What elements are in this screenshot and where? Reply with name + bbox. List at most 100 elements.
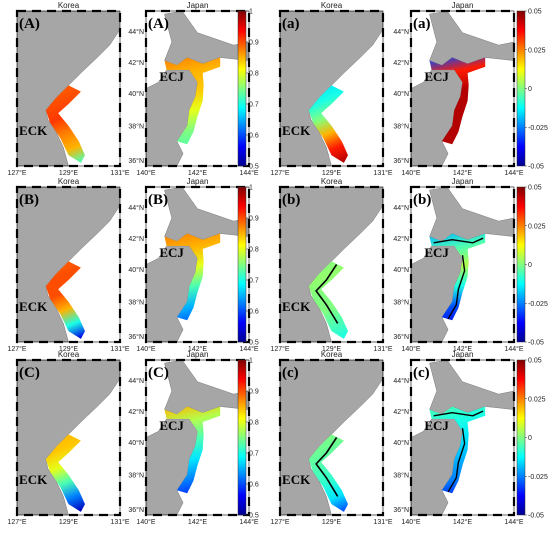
zero-contour xyxy=(315,437,339,497)
colorbar-similarity: 1 0.9 0.8 0.7 0.6 0.5 xyxy=(237,358,259,520)
colorbar-strip xyxy=(516,186,526,343)
colorbar-tick-label: 0.6 xyxy=(249,309,259,316)
panel-title: Japan xyxy=(452,1,474,10)
colorbar-tick-label: 0.8 xyxy=(249,71,259,78)
map-panel-c1: ECK Korea (c) 127°E 129°E 131°E xyxy=(270,350,392,526)
colorbar-tick-label: 0.5 xyxy=(249,513,259,520)
map-panel-b1: ECK Korea (b) 127°E 129°E 131°E xyxy=(270,177,392,353)
colorbar-tick-label: 0 xyxy=(528,86,532,93)
coastal-band xyxy=(164,406,221,494)
zero-contour xyxy=(433,410,484,493)
region-label: ECJ xyxy=(424,418,449,433)
colorbar-tick-label: 0.8 xyxy=(249,247,259,254)
map-panel-a2: ECJ Japan (a) 140°E 142°E 144°E 44°N 42°N 40°N 38… xyxy=(393,1,524,177)
x-tick-label: 131°E xyxy=(373,345,392,353)
zero-contour xyxy=(315,264,339,324)
map-panel-b2: ECJ Japan (b) 140°E 142°E 144°E 44°N 42°N 40°N 38… xyxy=(393,177,524,353)
x-tick-label: 127°E xyxy=(7,518,26,526)
colorbar-tick-label: 1 xyxy=(249,358,253,365)
y-tick-label: 44°N xyxy=(393,28,409,36)
x-tick-label: 144°E xyxy=(239,169,258,177)
map-panel-B2: ECJ Japan (B) 140°E 142°E 144°E 44°N 42°N 40°N 38… xyxy=(128,177,259,353)
x-tick-label: 129°E xyxy=(322,518,341,526)
colorbar-similarity: 1 0.9 0.8 0.7 0.6 0.5 xyxy=(237,185,259,347)
x-tick-label: 142°E xyxy=(453,169,472,177)
y-tick-label: 36°N xyxy=(393,333,409,341)
x-tick-label: 142°E xyxy=(188,518,207,526)
x-tick-label: 142°E xyxy=(453,345,472,353)
panel-label: (B) xyxy=(148,192,168,208)
colorbar-tick-label: 0.9 xyxy=(249,40,259,47)
panel-title: Japan xyxy=(187,177,209,186)
coastal-band xyxy=(45,434,85,512)
coastal-band xyxy=(308,261,348,339)
panel-label: (C) xyxy=(148,365,169,381)
panel-label: (b) xyxy=(282,192,300,208)
y-tick-label: 38°N xyxy=(128,123,144,131)
x-tick-label: 127°E xyxy=(270,518,289,526)
panel-title: Japan xyxy=(187,1,209,10)
region-label: ECK xyxy=(282,299,311,314)
x-tick-label: 131°E xyxy=(373,169,392,177)
y-tick-label: 40°N xyxy=(128,266,144,274)
colorbar-strip xyxy=(237,10,247,167)
coastal-band xyxy=(308,85,348,163)
map-panel-C1: ECK Korea (C) 127°E 129°E 131°E xyxy=(7,350,129,526)
y-tick-label: 42°N xyxy=(393,59,409,67)
region-label: ECK xyxy=(19,472,48,487)
y-tick-label: 44°N xyxy=(128,28,144,36)
y-tick-label: 40°N xyxy=(128,90,144,98)
x-tick-label: 131°E xyxy=(110,345,129,353)
colorbar-tick-label: 0.9 xyxy=(249,216,259,223)
colorbar-similarity: 1 0.9 0.8 0.7 0.6 0.5 xyxy=(237,9,259,171)
panel-label: (B) xyxy=(19,192,39,208)
colorbar-tick-label: 0.8 xyxy=(249,420,259,427)
colorbar-tick-label: 0.025 xyxy=(528,47,546,54)
colorbar-difference: 0.05 0.025 0 -0.025 -0.05 xyxy=(516,358,548,520)
panel-label: (a) xyxy=(282,16,300,32)
panel-title: Japan xyxy=(187,350,209,359)
colorbar-difference: 0.05 0.025 0 -0.025 -0.05 xyxy=(516,9,548,171)
y-tick-label: 42°N xyxy=(128,59,144,67)
x-tick-label: 127°E xyxy=(7,345,26,353)
colorbar-tick-label: -0.05 xyxy=(528,513,544,520)
y-tick-label: 38°N xyxy=(128,472,144,480)
colorbar-strip xyxy=(237,359,247,516)
region-label: ECJ xyxy=(424,69,449,84)
panel-label: (c) xyxy=(413,365,430,381)
coastal-band xyxy=(164,233,221,321)
map-panel-a1: ECK Korea (a) 127°E 129°E 131°E xyxy=(270,1,392,177)
y-tick-label: 38°N xyxy=(393,123,409,131)
colorbar-tick-label: -0.025 xyxy=(528,474,548,481)
panel-label: (b) xyxy=(413,192,431,208)
region-label: ECJ xyxy=(159,245,184,260)
region-label: ECK xyxy=(282,123,311,138)
region-label: ECK xyxy=(19,123,48,138)
colorbar-tick-label: 0.05 xyxy=(528,185,542,192)
y-tick-label: 40°N xyxy=(393,439,409,447)
panel-label: (a) xyxy=(413,16,431,32)
x-tick-label: 144°E xyxy=(504,169,523,177)
panel-label: (A) xyxy=(148,16,169,32)
panel-label: (c) xyxy=(282,365,299,381)
x-tick-label: 144°E xyxy=(504,518,523,526)
colorbar-tick-label: 0.025 xyxy=(528,396,546,403)
x-tick-label: 144°E xyxy=(239,345,258,353)
y-tick-label: 36°N xyxy=(128,506,144,514)
colorbar-tick-label: -0.025 xyxy=(528,301,548,308)
colorbar-tick-label: -0.025 xyxy=(528,125,548,132)
panel-title: Japan xyxy=(452,177,474,186)
panel-title: Korea xyxy=(58,1,80,10)
panel-title: Korea xyxy=(321,1,343,10)
colorbar-strip xyxy=(237,186,247,343)
x-tick-label: 129°E xyxy=(322,169,341,177)
y-tick-label: 40°N xyxy=(393,266,409,274)
y-tick-label: 44°N xyxy=(128,204,144,212)
colorbar-tick-label: -0.05 xyxy=(528,164,544,171)
colorbar-strip xyxy=(516,10,526,167)
panel-label: (C) xyxy=(19,365,40,381)
y-tick-label: 44°N xyxy=(393,377,409,385)
x-tick-label: 142°E xyxy=(453,518,472,526)
colorbar-tick-label: 0.6 xyxy=(249,482,259,489)
